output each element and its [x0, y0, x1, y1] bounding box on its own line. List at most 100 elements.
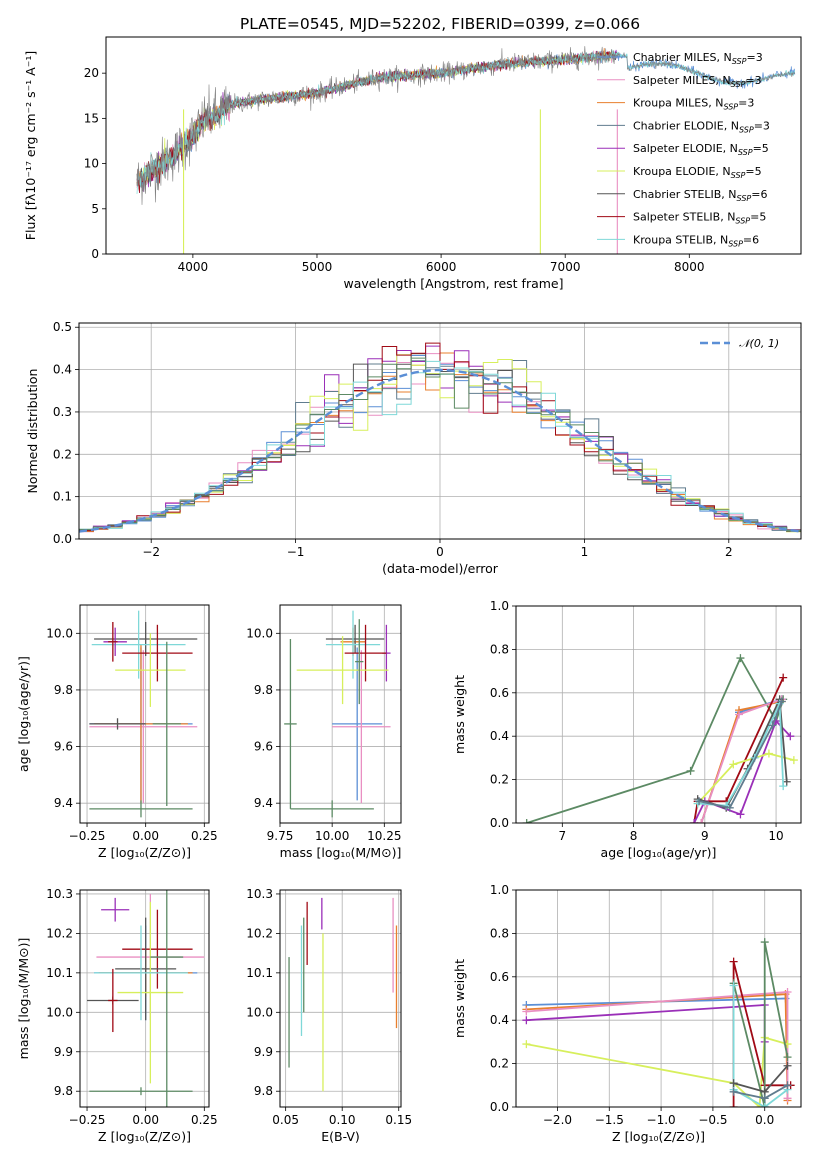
x-tick-label: 6000 — [426, 260, 457, 274]
axes-frame — [279, 604, 402, 824]
plus-marker — [789, 756, 798, 765]
panel-spectrum: 4000 5000 6000 7000 8000 0 5 10 15 20 wavelength [… — [23, 36, 802, 291]
series-line — [732, 985, 789, 1107]
y-tick-label: 9.9 — [254, 1045, 273, 1059]
plus-marker — [783, 1081, 792, 1090]
panel-weight_vs_age: 7 8 9 10 0.0 0.2 0.4 0.6 0.8 1.0 age [log₁₀(age/yr… — [452, 599, 802, 860]
panel-weight_vs_Z: −2.0 −1.5 −1.0 −0.5 0.0 0.0 0.2 0.4 0.6 0.8 1.0 Z [… — [452, 883, 802, 1144]
panel-residuals: −2 −1 0 1 2 0.0 0.1 0.2 0.3 0.4 0.5 (data-model)/er… — [25, 320, 802, 576]
y-axis-label: mass [log₁₀(M/M⊙)] — [16, 938, 31, 1060]
errorbar-point — [115, 917, 177, 1021]
plus-marker — [764, 749, 773, 758]
x-tick-label: 10 — [768, 829, 783, 843]
x-axis-label: Z [log₁₀(Z/Z⊙)] — [612, 1129, 705, 1144]
legend-entry: Chabrier STELIB, NSSP=6 — [633, 188, 767, 203]
series-line — [732, 941, 789, 1107]
errorbar-point — [296, 636, 389, 705]
panel-age_vs_mass: 9.75 10.00 10.25 9.4 9.6 9.8 10.0 mass [log₁₀(M… — [246, 604, 402, 860]
y-tick-label: 0.1 — [53, 490, 72, 504]
grid-lines — [80, 605, 209, 823]
legend-entry: Chabrier MILES, NSSP=3 — [633, 51, 763, 66]
y-tick-label: 0.8 — [490, 926, 509, 940]
errorbar-point — [290, 800, 374, 818]
y-tick-label: 10.1 — [246, 966, 273, 980]
y-tick-label: 9.6 — [254, 740, 273, 754]
plus-marker — [725, 803, 734, 812]
x-tick-label: 0.00 — [132, 829, 159, 843]
axes-frame — [279, 889, 402, 1108]
legend-entry: Salpeter MILES, NSSP=3 — [633, 74, 762, 89]
plus-marker — [760, 1103, 769, 1107]
plus-marker — [786, 732, 795, 741]
plot-area — [136, 46, 796, 254]
plus-marker — [729, 760, 738, 769]
x-tick-label: −0.25 — [69, 829, 106, 843]
x-axis-label: E(B-V) — [321, 1129, 360, 1144]
errorbar-point — [108, 621, 118, 662]
x-tick-label: 5000 — [302, 260, 333, 274]
x-tick-label: 0.0 — [755, 1113, 774, 1127]
x-tick-label: 0 — [436, 545, 444, 559]
data-spectrum-line — [136, 46, 796, 205]
axes-frame — [515, 889, 802, 1108]
x-tick-label: 10.25 — [367, 829, 401, 843]
y-tick-label: 0.2 — [490, 1057, 509, 1071]
y-tick-label: 0.4 — [53, 363, 72, 377]
x-tick-label: −0.25 — [69, 1113, 106, 1127]
x-tick-label: −0.5 — [698, 1113, 727, 1127]
axes-frame — [105, 36, 802, 255]
axes-frame — [79, 889, 210, 1108]
plus-marker — [736, 654, 745, 663]
y-tick-label: 0.6 — [490, 970, 509, 984]
x-tick-label: 9.75 — [267, 829, 294, 843]
x-tick-label: 0.00 — [132, 1113, 159, 1127]
plus-marker — [695, 797, 704, 806]
errorbar-point — [325, 610, 381, 679]
plus-marker — [783, 1053, 792, 1062]
y-axis-label: mass weight — [452, 959, 467, 1038]
x-tick-label: 0.10 — [329, 1113, 356, 1127]
grid-lines — [516, 605, 801, 824]
plus-marker — [729, 981, 738, 990]
x-tick-label: 4000 — [178, 260, 209, 274]
x-tick-label: 0.15 — [385, 1113, 412, 1127]
x-tick-label: 0.25 — [191, 829, 218, 843]
plus-marker — [760, 1094, 769, 1103]
y-axis-label: Flux [fλ10⁻¹⁷ erg cm⁻² s⁻¹ A⁻¹] — [23, 51, 38, 240]
legend-entry: Kroupa ELODIE, NSSP=5 — [633, 165, 762, 180]
x-tick-label: 0.25 — [191, 1113, 218, 1127]
plot-area — [288, 897, 398, 1092]
legend-entry: 𝒩(0, 1) — [739, 337, 779, 350]
errorbar-point — [344, 624, 387, 682]
plus-marker — [777, 697, 786, 706]
series-line — [698, 701, 783, 809]
errorbar-point — [89, 1087, 193, 1096]
y-tick-label: 0.2 — [490, 773, 509, 787]
plus-marker — [729, 1079, 738, 1088]
errorbar-point — [108, 968, 118, 1033]
errorbar-point — [89, 800, 193, 818]
y-tick-label: 9.6 — [54, 740, 73, 754]
series-line — [136, 50, 618, 194]
y-tick-label: 5 — [91, 202, 99, 216]
plus-marker — [690, 819, 699, 823]
y-tick-label: 0.4 — [490, 1013, 509, 1027]
x-axis-label: wavelength [Angstrom, rest frame] — [343, 276, 563, 291]
y-tick-label: 9.9 — [54, 1045, 73, 1059]
y-tick-label: 1.0 — [490, 883, 509, 897]
axes-frame — [78, 322, 802, 540]
y-tick-label: 0.3 — [53, 405, 72, 419]
x-axis-label: Z [log₁₀(Z/Z⊙)] — [98, 845, 191, 860]
errorbar-point — [122, 909, 193, 989]
y-tick-label: 10.1 — [46, 966, 73, 980]
y-tick-label: 10.0 — [46, 626, 73, 640]
plus-marker — [729, 1087, 738, 1096]
plus-marker — [522, 819, 531, 823]
y-tick-label: 9.8 — [54, 1084, 73, 1098]
y-tick-label: 10.0 — [46, 1005, 73, 1019]
x-tick-label: −1.5 — [595, 1113, 624, 1127]
errorbar-point — [89, 650, 198, 804]
grid-lines — [80, 890, 209, 1107]
errorbar-point — [325, 624, 385, 654]
